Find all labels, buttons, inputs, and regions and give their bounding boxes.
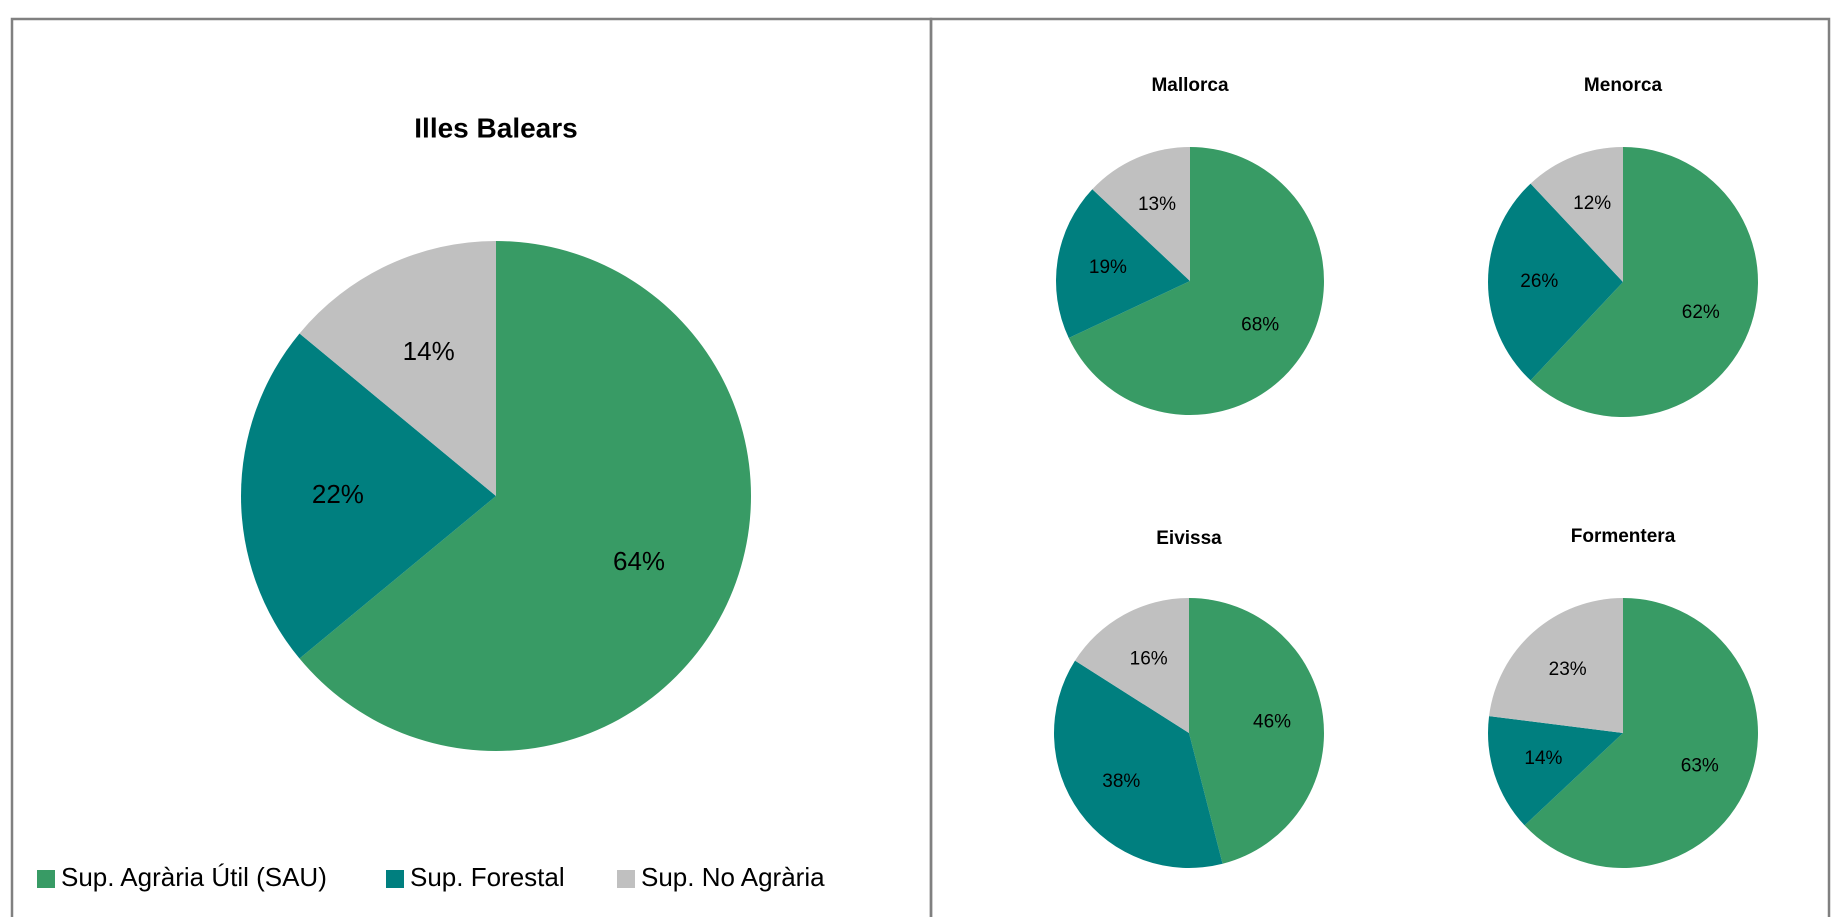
data-label: 63% bbox=[1681, 755, 1719, 776]
data-label: 22% bbox=[312, 479, 364, 509]
pie-slice bbox=[1530, 147, 1758, 417]
data-label: 46% bbox=[1253, 712, 1291, 733]
pie-slice bbox=[1056, 189, 1190, 339]
legend-label: Sup. Forestal bbox=[410, 862, 565, 892]
legend-label: Sup. Agrària Útil (SAU) bbox=[61, 862, 327, 892]
data-label: 14% bbox=[1524, 748, 1562, 769]
legend-label: Sup. No Agrària bbox=[641, 862, 825, 892]
data-label: 38% bbox=[1102, 771, 1140, 792]
pie-slice bbox=[1524, 598, 1758, 868]
data-label: 13% bbox=[1138, 194, 1176, 215]
data-label: 16% bbox=[1130, 649, 1168, 670]
pie-slice bbox=[1488, 183, 1623, 381]
pie-slice bbox=[1530, 147, 1623, 282]
legend-swatch bbox=[386, 870, 404, 888]
data-label: 23% bbox=[1549, 659, 1587, 680]
data-label: 12% bbox=[1573, 193, 1611, 214]
legend-swatch bbox=[37, 870, 55, 888]
data-label: 68% bbox=[1241, 315, 1279, 336]
pie-slice bbox=[299, 241, 496, 496]
pie-slice bbox=[299, 241, 751, 752]
legend-swatch bbox=[617, 870, 635, 888]
chart-title: Menorca bbox=[1584, 75, 1663, 96]
pie-slice bbox=[1054, 660, 1223, 868]
chart-title: Illes Balears bbox=[414, 112, 577, 143]
data-label: 26% bbox=[1520, 271, 1558, 292]
pie-slice bbox=[241, 333, 496, 659]
chart-title: Formentera bbox=[1571, 526, 1676, 547]
data-label: 19% bbox=[1089, 257, 1127, 278]
data-label: 14% bbox=[403, 336, 455, 366]
pie-slice bbox=[1075, 598, 1189, 733]
right-panel bbox=[929, 17, 1831, 917]
pie-slice bbox=[1092, 147, 1190, 281]
pie-slice bbox=[1489, 598, 1623, 733]
chart-title: Mallorca bbox=[1151, 75, 1229, 96]
data-label: 64% bbox=[613, 546, 665, 576]
data-label: 62% bbox=[1682, 302, 1720, 323]
chart-title: Eivissa bbox=[1156, 528, 1222, 549]
pie-slice bbox=[1189, 598, 1325, 864]
pie-slice bbox=[1068, 147, 1324, 415]
pie-slice bbox=[1488, 716, 1623, 826]
